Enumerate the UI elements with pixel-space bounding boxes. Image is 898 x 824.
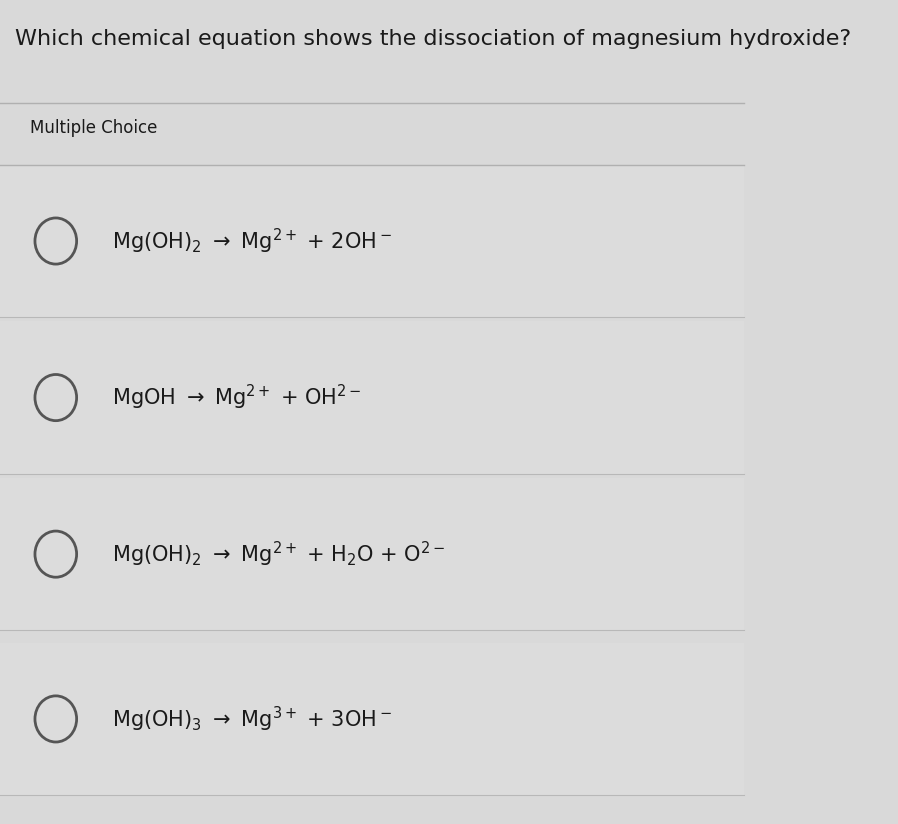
FancyBboxPatch shape xyxy=(0,478,744,630)
Text: MgOH $\rightarrow$ Mg$^{2+}$ + OH$^{2-}$: MgOH $\rightarrow$ Mg$^{2+}$ + OH$^{2-}$ xyxy=(111,383,361,412)
Text: Mg(OH)$_3$ $\rightarrow$ Mg$^{3+}$ + 3OH$^-$: Mg(OH)$_3$ $\rightarrow$ Mg$^{3+}$ + 3OH… xyxy=(111,705,392,733)
FancyBboxPatch shape xyxy=(0,165,744,317)
FancyBboxPatch shape xyxy=(0,643,744,795)
Text: Multiple Choice: Multiple Choice xyxy=(30,119,157,138)
Text: Mg(OH)$_2$ $\rightarrow$ Mg$^{2+}$ + 2OH$^-$: Mg(OH)$_2$ $\rightarrow$ Mg$^{2+}$ + 2OH… xyxy=(111,227,392,255)
Text: Which chemical equation shows the dissociation of magnesium hydroxide?: Which chemical equation shows the dissoc… xyxy=(15,29,851,49)
FancyBboxPatch shape xyxy=(0,321,744,474)
Text: Mg(OH)$_2$ $\rightarrow$ Mg$^{2+}$ + H$_2$O + O$^{2-}$: Mg(OH)$_2$ $\rightarrow$ Mg$^{2+}$ + H$_… xyxy=(111,540,445,569)
